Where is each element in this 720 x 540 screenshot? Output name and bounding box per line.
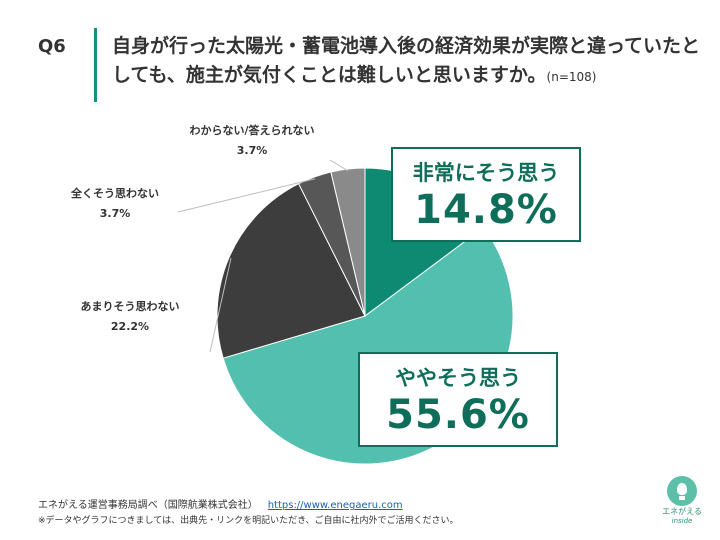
source-link[interactable]: https://www.enegaeru.com — [267, 500, 403, 511]
lightbulb-icon — [667, 476, 697, 506]
callout-category: 非常にそう思う — [412, 161, 560, 185]
usage-note: ※データやグラフにつきましては、出典先・リンクを明記いただき、ご自由に社内外でご… — [38, 516, 459, 526]
callout-percent: 14.8% — [414, 187, 558, 233]
slice-callout-strongly-agree: 非常にそう思う 14.8% — [391, 147, 581, 242]
sample-size: (n=108) — [546, 70, 597, 84]
leader-line-strongly-disagree — [177, 178, 316, 213]
slice-value-somewhat-disagree: 22.2% — [111, 320, 149, 333]
source-credit: エネがえる運営事務局調べ（国際航業株式会社） https://www.enegae… — [38, 498, 403, 513]
slice-label-strongly-disagree: 全くそう思わない — [70, 186, 159, 200]
pie-slice-somewhat-disagree — [216, 183, 366, 359]
logo-text: エネがえる — [662, 507, 702, 516]
logo-subtext: inside — [671, 517, 693, 525]
title-accent-bar — [94, 28, 97, 102]
question-number: Q6 — [38, 36, 66, 57]
slice-callout-somewhat-agree: ややそう思う 55.6% — [358, 352, 558, 447]
slice-label-somewhat-disagree: あまりそう思わない — [81, 300, 180, 313]
leader-line-dont-know — [329, 159, 349, 172]
source-text: エネがえる運営事務局調べ（国際航業株式会社） — [38, 500, 258, 511]
question-text: 自身が行った太陽光・蓄電池導入後の経済効果が実際と違っていたとしても、施主が気付… — [112, 35, 701, 86]
leader-line-somewhat-disagree — [209, 257, 232, 353]
brand-logo: エネがえる inside — [657, 476, 707, 526]
slice-value-dont-know: 3.7% — [237, 144, 268, 157]
callout-category: ややそう思う — [395, 366, 521, 390]
callout-percent: 55.6% — [386, 392, 530, 438]
question-title: 自身が行った太陽光・蓄電池導入後の経済効果が実際と違っていたとしても、施主が気付… — [112, 32, 702, 92]
pie-slice-dont-know — [330, 167, 366, 317]
slice-label-dont-know: わからない/答えられない — [189, 123, 314, 137]
slice-value-strongly-disagree: 3.7% — [100, 207, 131, 220]
